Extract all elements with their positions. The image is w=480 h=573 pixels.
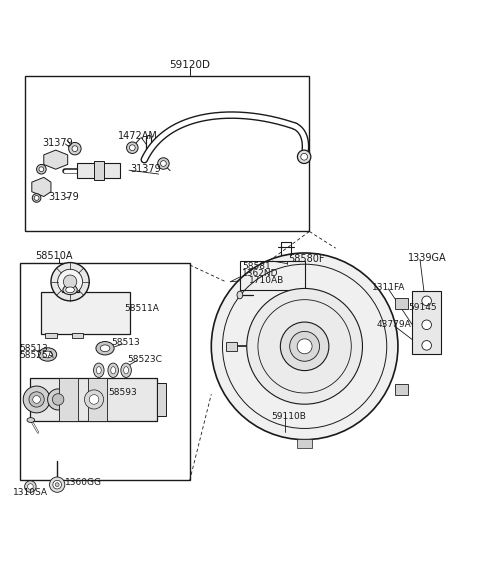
Circle shape bbox=[289, 331, 320, 361]
Ellipse shape bbox=[43, 351, 52, 358]
Ellipse shape bbox=[63, 285, 77, 295]
Circle shape bbox=[69, 143, 81, 155]
Text: 58523C: 58523C bbox=[128, 355, 162, 364]
Ellipse shape bbox=[66, 287, 74, 293]
Bar bbox=[45, 333, 57, 337]
Circle shape bbox=[34, 195, 39, 201]
Ellipse shape bbox=[38, 348, 57, 361]
Circle shape bbox=[298, 150, 311, 163]
Text: 1362ND: 1362ND bbox=[242, 269, 279, 278]
Circle shape bbox=[29, 392, 44, 407]
Text: 1311FA: 1311FA bbox=[372, 283, 405, 292]
Ellipse shape bbox=[96, 342, 114, 355]
Bar bbox=[88, 378, 107, 421]
Ellipse shape bbox=[237, 291, 243, 299]
Circle shape bbox=[53, 480, 61, 489]
Circle shape bbox=[39, 167, 44, 172]
Text: 1710AB: 1710AB bbox=[249, 276, 284, 285]
Text: 1339GA: 1339GA bbox=[408, 253, 446, 263]
Circle shape bbox=[297, 339, 312, 354]
Ellipse shape bbox=[108, 363, 119, 378]
Circle shape bbox=[127, 142, 138, 154]
Circle shape bbox=[24, 481, 36, 492]
Polygon shape bbox=[32, 178, 51, 197]
Ellipse shape bbox=[100, 345, 110, 352]
Circle shape bbox=[36, 164, 46, 174]
Ellipse shape bbox=[94, 363, 104, 378]
Polygon shape bbox=[44, 150, 68, 169]
Circle shape bbox=[72, 146, 78, 151]
Circle shape bbox=[160, 160, 166, 166]
Text: 1472AM: 1472AM bbox=[118, 131, 158, 141]
Circle shape bbox=[130, 145, 135, 151]
Bar bbox=[77, 163, 120, 178]
Bar bbox=[24, 76, 310, 231]
Circle shape bbox=[422, 296, 432, 305]
Circle shape bbox=[280, 322, 329, 371]
Bar bbox=[72, 333, 84, 337]
Circle shape bbox=[23, 386, 50, 413]
Ellipse shape bbox=[96, 367, 101, 374]
Bar bbox=[157, 383, 166, 416]
Bar bbox=[20, 262, 190, 480]
Text: 58513: 58513 bbox=[19, 344, 48, 353]
Ellipse shape bbox=[27, 418, 35, 422]
Ellipse shape bbox=[124, 367, 129, 374]
Text: 1310SA: 1310SA bbox=[12, 488, 48, 497]
Text: 31379: 31379 bbox=[43, 138, 73, 148]
Bar bbox=[94, 161, 104, 180]
Text: 58510A: 58510A bbox=[35, 252, 72, 261]
Text: 1360GG: 1360GG bbox=[65, 478, 102, 487]
Circle shape bbox=[84, 390, 104, 409]
Bar bbox=[226, 342, 237, 351]
Text: 31379: 31379 bbox=[130, 164, 161, 174]
Bar bbox=[30, 378, 157, 421]
Ellipse shape bbox=[111, 367, 116, 374]
Bar bbox=[395, 383, 408, 395]
Bar bbox=[240, 261, 305, 290]
Text: 31379: 31379 bbox=[48, 191, 79, 202]
Circle shape bbox=[422, 340, 432, 350]
Text: 43779A: 43779A bbox=[377, 320, 412, 329]
Circle shape bbox=[301, 154, 308, 160]
Circle shape bbox=[247, 288, 362, 404]
Bar bbox=[412, 291, 441, 354]
Text: 58511A: 58511A bbox=[124, 304, 159, 312]
Text: 58580F: 58580F bbox=[288, 254, 324, 264]
Text: 59120D: 59120D bbox=[169, 60, 210, 70]
Circle shape bbox=[422, 320, 432, 329]
Circle shape bbox=[51, 262, 89, 301]
Bar bbox=[59, 378, 78, 421]
Circle shape bbox=[52, 394, 64, 405]
Text: 58581: 58581 bbox=[242, 262, 271, 271]
Bar bbox=[62, 282, 79, 292]
Bar bbox=[298, 439, 312, 448]
Circle shape bbox=[55, 482, 59, 486]
Text: 58525A: 58525A bbox=[19, 351, 54, 360]
Text: 58513: 58513 bbox=[112, 339, 141, 347]
Circle shape bbox=[63, 275, 77, 288]
Circle shape bbox=[27, 484, 33, 489]
Text: 59145: 59145 bbox=[408, 303, 437, 312]
Ellipse shape bbox=[121, 363, 132, 378]
Circle shape bbox=[49, 477, 65, 492]
Circle shape bbox=[58, 269, 83, 294]
Circle shape bbox=[157, 158, 169, 169]
Circle shape bbox=[33, 395, 40, 403]
Circle shape bbox=[32, 194, 41, 202]
Circle shape bbox=[48, 389, 69, 410]
Text: 59110B: 59110B bbox=[271, 412, 306, 421]
Circle shape bbox=[211, 253, 398, 439]
Circle shape bbox=[89, 395, 99, 404]
Text: 58593: 58593 bbox=[108, 388, 137, 397]
Bar bbox=[41, 292, 130, 335]
Bar bbox=[395, 297, 408, 309]
